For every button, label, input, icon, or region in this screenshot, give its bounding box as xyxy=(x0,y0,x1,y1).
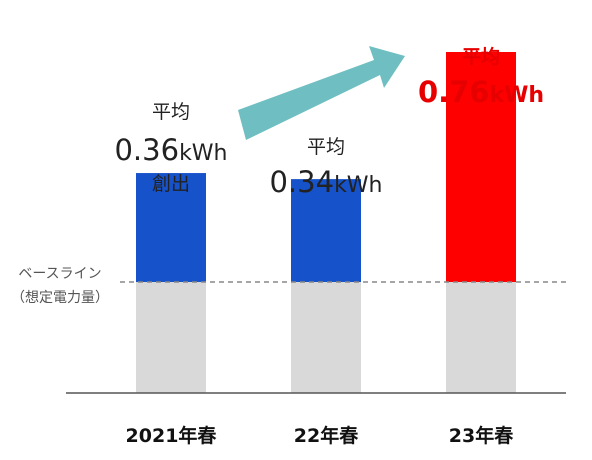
baseline-segment-2 xyxy=(291,282,361,393)
baseline-segment-3 xyxy=(446,282,516,393)
data-label-1-unit: kWh xyxy=(179,141,227,166)
data-label-3-line1: 平均 xyxy=(462,45,500,68)
data-label-2-value: 0.34kWh xyxy=(269,165,382,199)
data-label-1: 平均 0.36kWh 創出 xyxy=(114,101,227,195)
data-label-3-unit: kWh xyxy=(490,83,545,108)
bar-1 xyxy=(136,173,206,282)
baseline-fill-group xyxy=(136,282,516,393)
data-label-3: 平均 0.76kWh xyxy=(418,45,544,109)
data-label-1-value: 0.36kWh xyxy=(114,133,227,167)
bar-3 xyxy=(446,52,516,282)
data-label-1-line1: 平均 xyxy=(152,101,190,123)
category-label-1: 2021年春 xyxy=(126,424,217,447)
data-label-1-line3: 創出 xyxy=(152,173,190,195)
baseline-segment-1 xyxy=(136,282,206,393)
category-label-2: 22年春 xyxy=(294,424,358,447)
category-label-3: 23年春 xyxy=(449,424,513,447)
data-label-2-unit: kWh xyxy=(334,173,382,198)
data-label-1-number: 0.36 xyxy=(114,133,179,167)
baseline-label-line2: （想定電力量） xyxy=(11,290,109,306)
data-label-2-number: 0.34 xyxy=(269,165,334,199)
bars-group xyxy=(136,52,516,282)
baseline-label-line1: ベースライン xyxy=(18,266,101,282)
data-label-3-number: 0.76 xyxy=(418,75,490,109)
trend-arrow xyxy=(238,46,405,140)
data-label-3-value: 0.76kWh xyxy=(418,75,544,109)
bar-2 xyxy=(291,179,361,282)
data-label-2-line1: 平均 xyxy=(307,136,345,158)
data-label-2: 平均 0.34kWh xyxy=(269,136,382,199)
